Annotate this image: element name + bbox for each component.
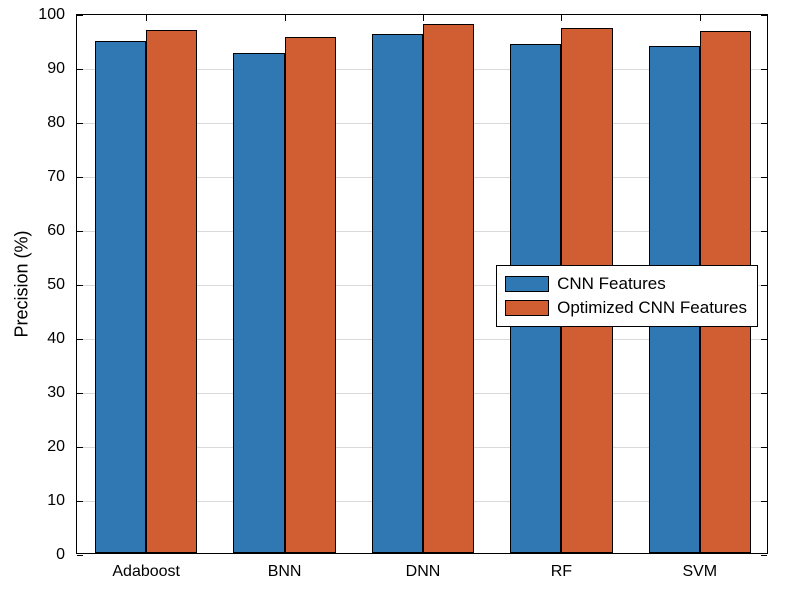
y-tick-label: 50	[47, 276, 65, 294]
bar	[423, 24, 474, 553]
x-tick-label: RF	[551, 563, 572, 581]
x-tick	[700, 15, 701, 21]
y-tick	[761, 177, 767, 178]
bar	[146, 30, 197, 553]
y-tick	[77, 393, 83, 394]
y-tick	[77, 69, 83, 70]
y-tick-label: 70	[47, 168, 65, 186]
x-tick-label: BNN	[268, 563, 302, 581]
y-tick	[761, 231, 767, 232]
precision-bar-chart: 0 10 20 30 40 50 60 70 80 90 100 Adaboost BNN DNN RF SV…	[0, 0, 787, 599]
legend-label: Optimized CNN Features	[557, 296, 747, 320]
y-tick-label: 30	[47, 384, 65, 402]
y-tick-label: 10	[47, 492, 65, 510]
y-tick	[77, 447, 83, 448]
y-tick	[761, 501, 767, 502]
y-tick-label: 80	[47, 114, 65, 132]
bar	[285, 37, 336, 553]
legend-swatch	[505, 276, 549, 292]
y-tick	[761, 447, 767, 448]
y-tick	[77, 177, 83, 178]
y-tick	[761, 123, 767, 124]
x-tick	[423, 15, 424, 21]
y-tick	[761, 339, 767, 340]
y-tick-label: 90	[47, 60, 65, 78]
y-tick	[77, 231, 83, 232]
y-tick-label: 100	[38, 6, 65, 24]
y-tick	[77, 339, 83, 340]
bar	[372, 34, 423, 553]
y-tick	[761, 15, 767, 16]
y-tick-label: 40	[47, 330, 65, 348]
y-tick	[77, 555, 83, 556]
legend-label: CNN Features	[557, 272, 666, 296]
y-tick	[77, 123, 83, 124]
y-tick	[761, 69, 767, 70]
y-tick	[77, 285, 83, 286]
x-tick-label: DNN	[406, 563, 441, 581]
legend: CNN FeaturesOptimized CNN Features	[496, 265, 758, 327]
y-tick	[761, 285, 767, 286]
y-tick-label: 60	[47, 222, 65, 240]
x-tick-label: Adaboost	[112, 563, 180, 581]
x-tick	[285, 15, 286, 21]
bar	[233, 53, 284, 553]
legend-item: Optimized CNN Features	[505, 296, 747, 320]
x-tick	[146, 15, 147, 21]
y-tick	[761, 393, 767, 394]
y-tick-label: 20	[47, 438, 65, 456]
y-tick	[77, 501, 83, 502]
y-tick-label: 0	[56, 546, 65, 564]
y-tick	[77, 15, 83, 16]
legend-item: CNN Features	[505, 272, 747, 296]
y-axis-label: Precision (%)	[12, 230, 33, 337]
legend-swatch	[505, 300, 549, 316]
bar	[95, 41, 146, 553]
x-tick-label: SVM	[682, 563, 717, 581]
x-tick	[561, 15, 562, 21]
y-tick	[761, 555, 767, 556]
